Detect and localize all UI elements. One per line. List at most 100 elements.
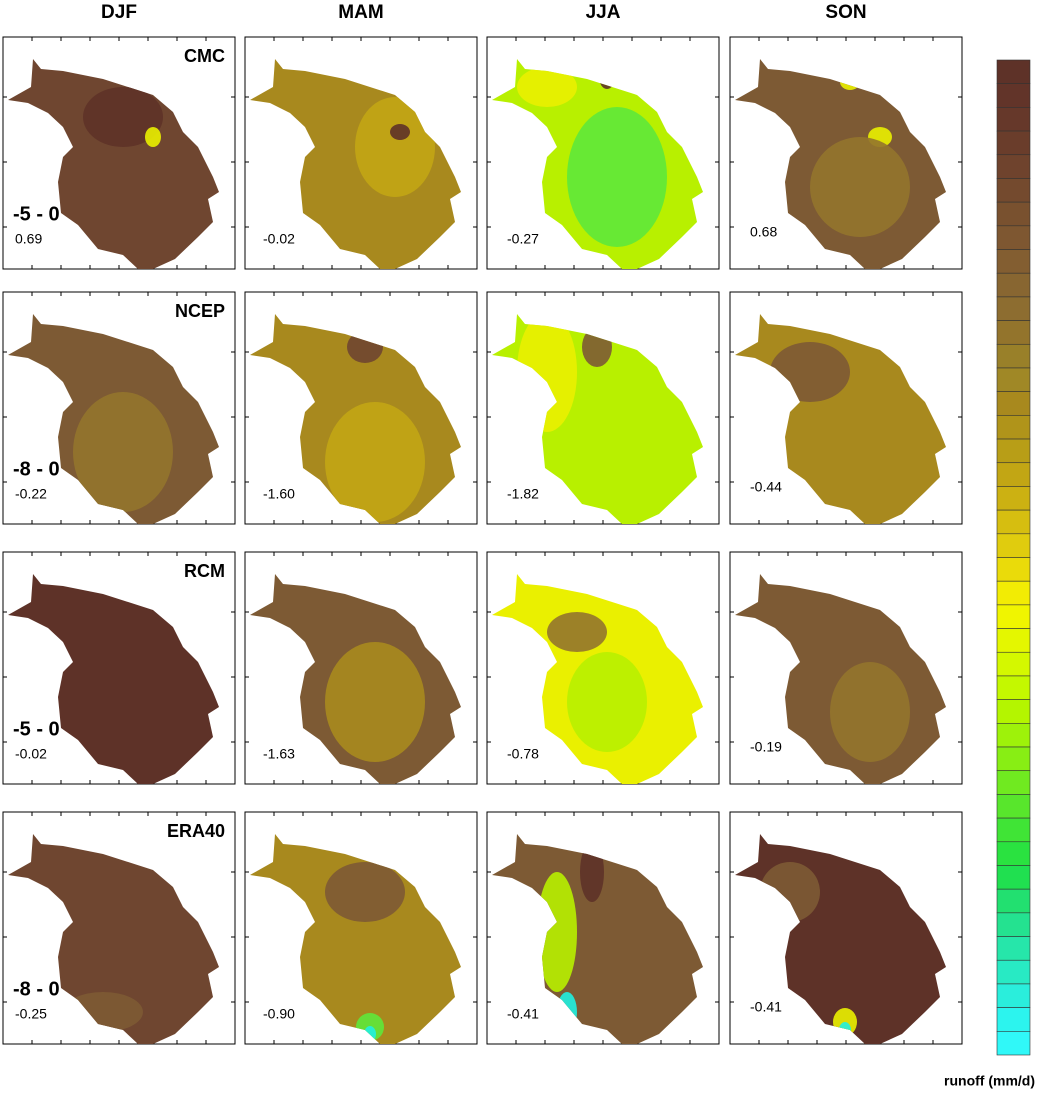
runoff-contour	[145, 127, 161, 147]
panel-value: -1.82	[507, 486, 539, 502]
colorbar-cell	[996, 983, 1031, 1008]
runoff-contour	[325, 642, 425, 762]
panel-value: 0.68	[750, 224, 777, 240]
runoff-contour	[390, 124, 410, 140]
runoff-contour	[567, 107, 667, 247]
colorbar-cell	[996, 1031, 1031, 1056]
colorbar-cell	[996, 83, 1031, 108]
runoff-contour	[325, 862, 405, 922]
colorbar-cell	[996, 320, 1031, 345]
colorbar-cell	[996, 462, 1031, 487]
colorbar-cell	[996, 343, 1031, 369]
colorbar-cell	[996, 699, 1031, 724]
colorbar-cell	[996, 415, 1031, 440]
colorbar-cell	[996, 936, 1031, 961]
panel-value: -0.90	[263, 1006, 295, 1022]
runoff-contour	[517, 67, 577, 107]
runoff-contour	[537, 872, 577, 992]
map-panel: -1.82	[486, 291, 720, 525]
colorbar-cell	[996, 651, 1031, 677]
map-panel: 0.69	[2, 36, 236, 270]
map-panel: -1.60	[244, 291, 478, 525]
colorbar-cell	[996, 1007, 1031, 1032]
panel-value: 0.69	[15, 231, 42, 247]
column-header: DJF	[101, 2, 137, 23]
runoff-contour	[83, 87, 163, 147]
map-panel: -1.63	[244, 551, 478, 785]
colorbar-cell	[996, 841, 1031, 866]
colorbar-cell	[996, 272, 1031, 298]
colorbar-cell	[996, 746, 1031, 772]
value-range: -8 - 0	[13, 458, 60, 480]
colorbar-cell	[996, 130, 1031, 156]
colorbar-cell	[996, 201, 1031, 227]
value-range: -5 - 0	[13, 203, 60, 225]
colorbar-cell	[996, 628, 1031, 653]
runoff-contour	[73, 392, 173, 512]
value-range: -8 - 0	[13, 978, 60, 1000]
model-name: RCM	[184, 561, 225, 581]
model-name: NCEP	[175, 301, 225, 321]
colorbar-cell	[996, 794, 1031, 819]
model-name: CMC	[184, 46, 225, 66]
map-panel: -0.41	[729, 811, 963, 1045]
column-header: MAM	[338, 2, 383, 23]
colorbar-cell	[996, 225, 1031, 250]
panel-value: -0.02	[263, 231, 295, 247]
runoff-contour	[325, 402, 425, 522]
panel-value: -0.25	[15, 1006, 47, 1022]
colorbar-cell	[996, 959, 1031, 985]
runoff-contour	[547, 612, 607, 652]
colorbar-cell	[996, 675, 1031, 700]
colorbar-cell	[996, 723, 1031, 748]
column-header: SON	[825, 2, 866, 23]
value-range: -5 - 0	[13, 718, 60, 740]
colorbar-cell	[996, 367, 1031, 392]
panel-value: -0.02	[15, 746, 47, 762]
colorbar-label: runoff (mm/d)	[944, 1073, 1035, 1089]
map-panel: 0.68	[729, 36, 963, 270]
runoff-contour	[810, 137, 910, 237]
runoff-contour	[355, 97, 435, 197]
panel-value: -0.22	[15, 486, 47, 502]
model-name: ERA40	[167, 821, 225, 841]
colorbar-cell	[996, 509, 1031, 535]
panel-value: -0.44	[750, 479, 782, 495]
colorbar-cell	[996, 296, 1031, 321]
colorbar-cell	[996, 865, 1031, 890]
colorbar-cell	[996, 770, 1031, 795]
map-panel: -0.78	[486, 551, 720, 785]
map-panel: -0.19	[729, 551, 963, 785]
map-panel: -0.27	[486, 36, 720, 270]
colorbar-cell	[996, 178, 1031, 203]
colorbar-cell	[996, 888, 1031, 914]
runoff-contour	[830, 662, 910, 762]
colorbar-cell	[996, 817, 1031, 843]
colorbar-cell	[996, 580, 1031, 606]
colorbar-cell	[996, 107, 1031, 132]
panel-value: -0.27	[507, 231, 539, 247]
column-header: JJA	[586, 2, 621, 23]
colorbar-cell	[996, 391, 1031, 416]
map-panel: -0.02	[2, 551, 236, 785]
colorbar-cell	[996, 438, 1031, 464]
map-panel: -0.41	[486, 811, 720, 1045]
panel-value: -0.41	[507, 1006, 539, 1022]
panel-value: -0.41	[750, 999, 782, 1015]
runoff-contour	[567, 652, 647, 752]
map-panel: -0.25	[2, 811, 236, 1045]
colorbar-cell	[996, 486, 1031, 511]
colorbar-cell	[996, 557, 1031, 582]
colorbar-cell	[996, 154, 1031, 179]
panel-value: -1.63	[263, 746, 295, 762]
panel-value: -1.60	[263, 486, 295, 502]
map-panel: -0.90	[244, 811, 478, 1045]
colorbar-cell	[996, 249, 1031, 274]
map-panel: -0.02	[244, 36, 478, 270]
colorbar-cell	[996, 533, 1031, 558]
colorbar-cell	[996, 604, 1031, 629]
colorbar-cell	[996, 59, 1031, 84]
panel-value: -0.78	[507, 746, 539, 762]
colorbar-cell	[996, 912, 1031, 937]
